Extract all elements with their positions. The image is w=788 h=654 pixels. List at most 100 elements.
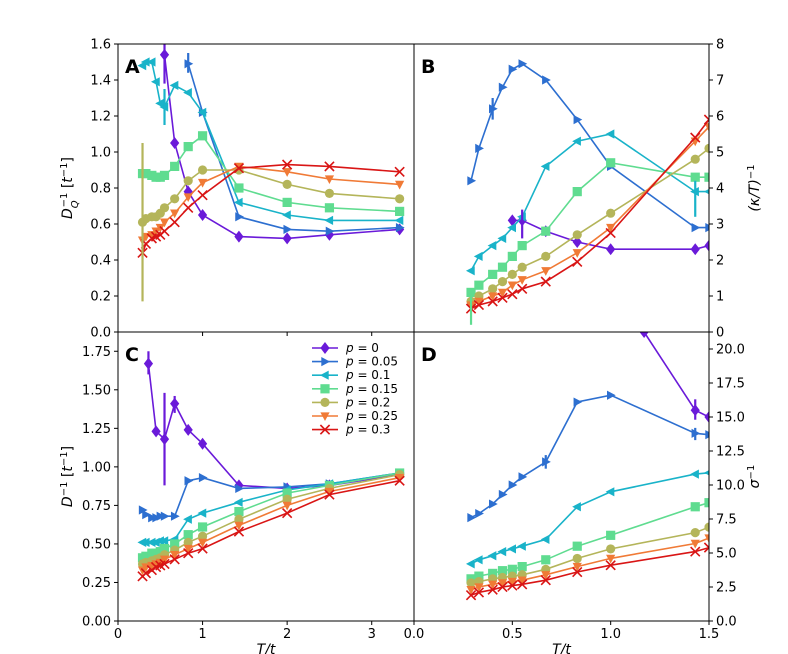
data-point <box>541 226 551 236</box>
y-tick-label: 7 <box>716 74 724 89</box>
series-line <box>470 161 709 293</box>
legend-label: p = 0.3 <box>345 423 390 437</box>
data-point <box>488 580 498 590</box>
data-point <box>517 276 527 285</box>
data-point <box>704 522 709 532</box>
legend-entry-p-0-25: p = 0.25 <box>312 409 398 423</box>
data-point <box>282 232 292 245</box>
y-tick-label: 7.5 <box>716 513 737 528</box>
series-line <box>643 332 709 418</box>
plot-area-b <box>465 59 709 325</box>
data-point <box>507 214 517 227</box>
legend-marker <box>321 357 331 367</box>
data-point <box>324 215 334 225</box>
data-point <box>517 283 528 294</box>
data-point <box>497 579 508 588</box>
legend-marker <box>320 384 330 394</box>
data-point <box>197 209 208 221</box>
data-point <box>606 223 616 233</box>
data-point <box>281 159 293 170</box>
data-point <box>690 172 700 182</box>
panel-letter: B <box>421 56 435 78</box>
data-point <box>183 88 192 98</box>
data-point <box>169 80 179 90</box>
data-point <box>197 543 208 554</box>
axes-frame <box>413 331 710 622</box>
data-point <box>142 510 151 520</box>
y-tick-label: 0.25 <box>82 576 111 591</box>
legend-marker <box>319 424 331 435</box>
data-point <box>183 537 193 547</box>
data-point <box>282 494 292 504</box>
data-point <box>183 514 192 524</box>
data-point <box>605 129 615 139</box>
panel-letter: C <box>125 344 139 366</box>
data-point <box>183 530 193 540</box>
data-point <box>394 475 405 486</box>
legend-marker <box>320 342 330 354</box>
data-point <box>160 511 170 521</box>
data-point <box>395 194 405 204</box>
data-point <box>705 430 709 440</box>
data-point <box>138 505 148 515</box>
legend-entry-p-0-3: p = 0.3 <box>312 423 390 437</box>
axes-frame <box>413 43 710 333</box>
data-point <box>541 251 551 261</box>
y-tick-label: 1.2 <box>90 110 111 125</box>
y-tick-label: 0.0 <box>716 615 737 630</box>
data-point <box>497 277 508 287</box>
data-point <box>704 143 709 153</box>
data-point <box>170 511 180 521</box>
data-point <box>467 176 477 186</box>
data-point <box>465 559 475 569</box>
data-point <box>141 169 151 179</box>
y-tick-label: 1.50 <box>82 383 111 398</box>
series-p-0-2 <box>137 165 405 227</box>
legend-marker <box>320 397 330 407</box>
data-point <box>488 269 498 279</box>
series-line <box>470 537 709 591</box>
legend-entry-p-0-2: p = 0.2 <box>312 395 390 409</box>
series-p-0 <box>639 332 709 423</box>
legend-marker <box>320 412 330 422</box>
data-point <box>170 194 180 204</box>
data-point <box>141 551 151 561</box>
y-tick-label: 8 <box>716 38 724 53</box>
data-point <box>197 107 207 117</box>
series-p-0-3 <box>137 475 405 582</box>
data-point <box>146 57 156 67</box>
series-line <box>187 63 400 233</box>
data-point <box>324 487 335 497</box>
data-point <box>233 163 245 174</box>
y-tick-label: 2.5 <box>716 581 737 596</box>
data-point <box>183 202 194 213</box>
data-point <box>159 555 170 565</box>
data-point <box>507 544 517 554</box>
data-point <box>395 223 405 233</box>
data-point <box>473 555 483 565</box>
data-point <box>324 175 335 185</box>
legend-marker <box>319 370 329 380</box>
x-tick-label: 0.5 <box>502 627 523 642</box>
panel-c: 0.00 0.25 0.50 0.75 1.00 1.25 1.50 1.75 0 1 2 3 C T/t… <box>59 331 415 654</box>
y-tick-label: 10.0 <box>716 479 745 494</box>
data-point <box>394 215 404 225</box>
data-point <box>690 243 700 256</box>
data-point <box>183 423 193 436</box>
data-point <box>197 538 208 548</box>
data-point <box>497 233 507 243</box>
data-point <box>473 587 485 598</box>
data-point <box>498 489 508 500</box>
data-point <box>690 154 700 164</box>
data-point <box>498 82 508 92</box>
data-point <box>691 223 701 233</box>
data-point <box>497 262 508 272</box>
data-point <box>488 568 498 578</box>
series-p-0-05 <box>138 468 405 523</box>
data-point <box>169 554 180 565</box>
data-point <box>573 397 583 407</box>
legend-label: p = 0.05 <box>345 355 398 369</box>
data-point <box>572 566 583 578</box>
data-point <box>488 292 498 302</box>
